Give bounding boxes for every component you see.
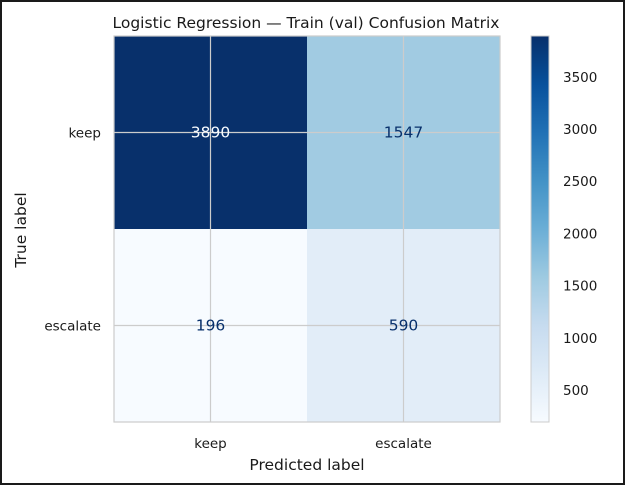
colorbar-tick-label: 2000 — [563, 226, 597, 242]
colorbar-tick-label: 2500 — [563, 174, 597, 190]
colorbar-tick-label: 1000 — [563, 331, 597, 347]
colorbar: 500 1000 1500 2000 2500 3000 3500 — [530, 35, 597, 423]
colorbar-tick-label: 1500 — [563, 279, 597, 295]
cell-value-label: 196 — [196, 317, 226, 335]
cell-value-label: 590 — [389, 317, 419, 335]
plot-border — [113, 35, 501, 423]
heatmap-cells — [114, 36, 500, 422]
x-axis-label: Predicted label — [249, 456, 364, 474]
colorbar-tick-label: 3500 — [563, 70, 597, 86]
colorbar-tick-label: 3000 — [563, 122, 597, 138]
heatmap-cell-labels: 3890 1547 196 590 — [191, 124, 423, 335]
heatmap-gridlines — [113, 35, 501, 423]
y-tick-label: keep — [68, 126, 101, 142]
x-tick-label: keep — [194, 436, 227, 452]
colorbar-gradient — [530, 35, 550, 423]
cell-value-label: 3890 — [191, 124, 230, 142]
y-tick-label: escalate — [44, 319, 101, 335]
chart-title: Logistic Regression — Train (val) Confus… — [113, 14, 500, 32]
x-tick-labels: keep escalate — [194, 436, 432, 452]
y-axis-label: True label — [12, 192, 30, 268]
colorbar-tick-label: 500 — [563, 383, 589, 399]
y-tick-labels: keep escalate — [44, 126, 101, 335]
x-tick-label: escalate — [375, 436, 432, 452]
cell-value-label: 1547 — [384, 124, 423, 142]
